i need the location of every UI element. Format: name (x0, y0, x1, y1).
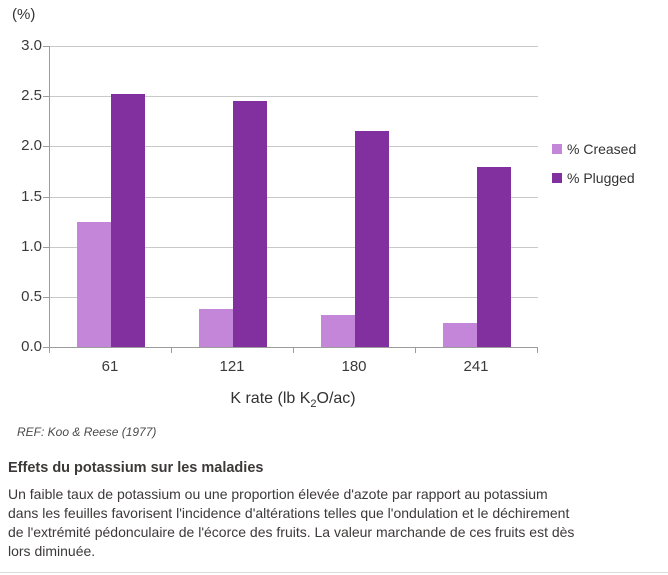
legend-label: % Plugged (567, 170, 635, 186)
article-line: de l'extrémité pédonculaire de l'écorce … (8, 524, 575, 540)
bar-creased-61 (77, 222, 111, 347)
legend-item: % Plugged (552, 170, 636, 186)
y-axis-tick (43, 197, 49, 198)
plot-area (49, 46, 538, 348)
x-axis-category-label: 241 (463, 358, 489, 375)
bar-plugged-180 (355, 131, 389, 347)
x-axis-tick (293, 348, 294, 353)
legend: % Creased % Plugged (552, 141, 636, 199)
article-heading: Effets du potassium sur les maladies (8, 460, 264, 476)
article-line: Un faible taux de potassium ou une propo… (8, 486, 548, 502)
bar-plugged-121 (233, 101, 267, 347)
legend-swatch-icon (552, 173, 562, 183)
y-axis-tick-label: 2.0 (21, 137, 42, 154)
article-line: dans les feuilles favorisent l'incidence… (8, 505, 570, 521)
x-axis-title-text: K rate (lb K (230, 390, 311, 407)
gridline (50, 46, 538, 47)
gridline (50, 247, 538, 248)
gridline (50, 96, 538, 97)
y-axis-tick (43, 146, 49, 147)
y-axis-tick-label: 2.5 (21, 87, 42, 104)
bar-creased-180 (321, 315, 355, 347)
y-axis-tick (43, 347, 49, 348)
bottom-divider (0, 572, 668, 573)
x-axis-tick (415, 348, 416, 353)
y-axis-tick-label: 1.0 (21, 238, 42, 255)
legend-item: % Creased (552, 141, 636, 157)
x-axis-title-text-2: O/ac) (316, 390, 356, 407)
bar-creased-121 (199, 309, 233, 347)
y-axis-title: (%) (12, 6, 36, 23)
x-axis-category-label: 121 (219, 358, 245, 375)
reference-note: REF: Koo & Reese (1977) (17, 425, 157, 439)
bar-plugged-61 (111, 94, 145, 347)
bar-creased-241 (443, 323, 477, 347)
bar-plugged-241 (477, 167, 511, 347)
y-axis-tick (43, 297, 49, 298)
y-axis-tick-label: 1.5 (21, 188, 42, 205)
y-axis-tick-label: 3.0 (21, 37, 42, 54)
legend-swatch-icon (552, 144, 562, 154)
article-line: lors diminuée. (8, 543, 96, 559)
y-axis-tick-label: 0.0 (21, 338, 42, 355)
x-axis-tick (537, 348, 538, 353)
gridline (50, 297, 538, 298)
x-axis-category-label: 61 (101, 358, 119, 375)
y-axis-tick-label: 0.5 (21, 288, 42, 305)
gridline (50, 197, 538, 198)
x-axis-category-label: 180 (341, 358, 367, 375)
y-axis-tick (43, 247, 49, 248)
y-axis-tick (43, 96, 49, 97)
x-axis-tick (49, 348, 50, 353)
bar-chart: (%) K rate (lb K2O/ac) % Creased % Plugge… (12, 6, 636, 439)
gridline (50, 146, 538, 147)
x-axis-title: K rate (lb K2O/ac) (49, 390, 537, 410)
article-paragraph: Un faible taux de potassium ou une propo… (8, 485, 663, 561)
legend-label: % Creased (567, 141, 637, 157)
y-axis-tick (43, 46, 49, 47)
x-axis-title-subscript: 2 (310, 398, 317, 411)
x-axis-tick (171, 348, 172, 353)
